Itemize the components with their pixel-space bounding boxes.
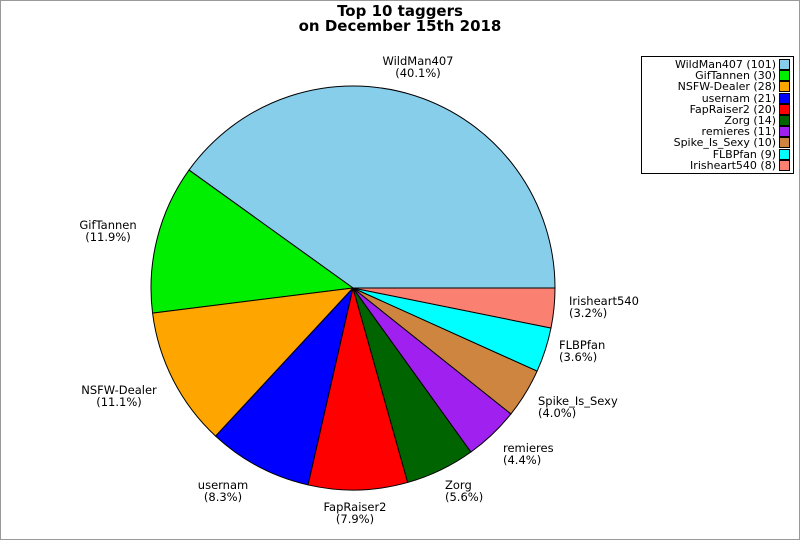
pie-slice-GifTannen [150,169,354,314]
slice-name: WildMan407 [382,54,454,68]
legend-swatch [779,59,790,71]
slice-percent: (11.1%) [96,394,142,409]
chart-title-line1: Top 10 taggers [337,2,463,20]
legend-label: Irisheart540 (8) [690,158,776,172]
slice-name: usernam [197,478,249,492]
pie-slice-Irisheart540 [352,287,556,329]
legend-swatch [779,103,790,115]
legend-label: GifTannen (30) [695,69,776,83]
slice-percent: (3.6%) [559,349,598,364]
legend-row: FLBPfan (9) [645,147,790,161]
slice-percent: (4.4%) [503,452,542,467]
pie-slice-WildMan407 [188,85,556,289]
slice-name: Irisheart540 [569,294,639,308]
legend: WildMan407 (101) GifTannen (30) NSFW-Dea… [641,56,794,174]
legend-label: remieres (11) [701,125,776,139]
pie-slice-FapRaiser2 [307,287,409,491]
slice-name: GifTannen [79,218,137,232]
slice-label-usernam: usernam (8.3%) [197,478,249,504]
slice-name: remieres [503,441,554,455]
slice-percent: (7.9%) [335,511,375,526]
slice-percent: (8.3%) [203,489,243,504]
pie-slice-NSFW-Dealer [152,287,354,437]
slice-label-spike-is-sexy: Spike_Is_Sexy (4.0%) [538,394,618,420]
slice-label-wildman407: WildMan407 (40.1%) [382,54,454,80]
chart-title: Top 10 taggers on December 15th 2018 [1,4,799,34]
legend-swatch [779,126,790,138]
slice-name: FLBPfan [559,338,606,352]
legend-label: usernam (21) [701,91,776,105]
slice-name: NSFW-Dealer [81,383,157,397]
legend-swatch [779,148,790,160]
legend-row: Irisheart540 (8) [645,158,790,172]
legend-row: WildMan407 (101) [645,58,790,72]
slice-name: FapRaiser2 [323,500,387,514]
pie-slice-usernam [215,287,354,486]
slice-percent: (5.6%) [445,489,484,504]
legend-label: FLBPfan (9) [712,147,776,161]
legend-row: usernam (21) [645,91,790,105]
slice-label-nsfw-dealer: NSFW-Dealer (11.1%) [81,383,157,409]
slice-label-fapraiser2: FapRaiser2 (7.9%) [323,500,387,526]
slice-name: Zorg [445,478,472,492]
slice-percent: (11.9%) [85,229,131,244]
slice-label-irisheart540: Irisheart540 (3.2%) [569,294,639,320]
legend-row: remieres (11) [645,125,790,139]
legend-row: Spike_Is_Sexy (10) [645,136,790,150]
legend-label: NSFW-Dealer (28) [677,80,776,94]
legend-swatch [779,115,790,127]
legend-label: Zorg (14) [724,114,776,128]
legend-label: FapRaiser2 (20) [689,102,776,116]
slice-percent: (3.2%) [569,305,608,320]
legend-swatch [779,159,790,171]
legend-row: NSFW-Dealer (28) [645,80,790,94]
slice-label-giftannen: GifTannen (11.9%) [79,218,137,244]
slice-percent: (40.1%) [395,65,441,80]
legend-swatch [779,81,790,93]
legend-swatch [779,92,790,104]
legend-row: GifTannen (30) [645,69,790,83]
slice-label-flbpfan: FLBPfan (3.6%) [559,338,606,364]
slice-label-zorg: Zorg (5.6%) [445,478,484,504]
legend-swatch [779,70,790,82]
legend-label: WildMan407 (101) [674,58,776,72]
slice-percent: (4.0%) [538,405,577,420]
legend-row: Zorg (14) [645,114,790,128]
legend-label: Spike_Is_Sexy (10) [673,136,776,150]
slice-name: Spike_Is_Sexy [538,394,618,408]
legend-swatch [779,137,790,149]
chart-title-line2: on December 15th 2018 [298,17,502,35]
slice-label-remieres: remieres (4.4%) [503,441,554,467]
legend-row: FapRaiser2 (20) [645,102,790,116]
